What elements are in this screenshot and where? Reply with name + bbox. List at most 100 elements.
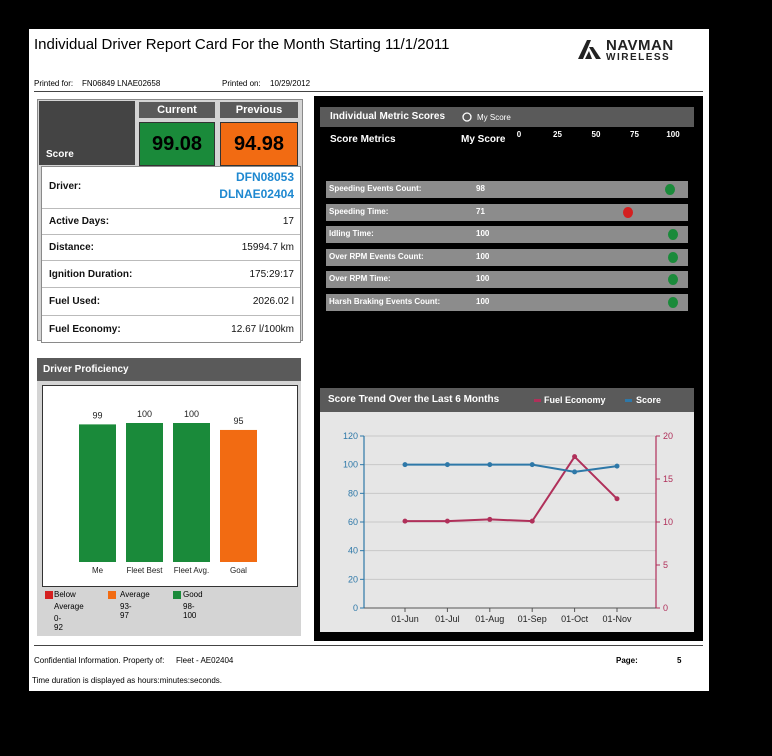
navman-logo-icon: [578, 40, 601, 59]
right-axis-tick-label: 20: [663, 431, 673, 441]
printed-on-value: 10/29/2012: [270, 79, 311, 88]
driver-id-line2: DLNAE02404: [219, 187, 294, 201]
x-axis-tick-label: 01-Aug: [475, 614, 504, 624]
metric-label: Harsh Braking Events Count:: [329, 296, 441, 306]
metric-label: Idling Time:: [329, 229, 374, 238]
bar-data-label: 100: [137, 409, 152, 419]
info-value: 17: [282, 216, 294, 227]
metrics-col-label: Score Metrics: [330, 134, 396, 145]
metric-score-dot: [664, 184, 675, 195]
trend-header: Score Trend Over the Last 6 Months Fuel …: [320, 388, 694, 412]
info-row-distance: Distance: 15994.7 km: [42, 235, 300, 261]
driver-id-line1: DFN08053: [235, 170, 294, 184]
bar-category-label: Fleet Avg.: [174, 566, 209, 575]
fuel-economy-legend-label: Fuel Economy: [544, 395, 606, 405]
metric-scale-tick: 75: [630, 130, 639, 139]
left-axis-tick-label: 100: [343, 460, 358, 470]
info-row-ignition: Ignition Duration: 175:29:17: [42, 261, 300, 288]
printed-for-value: FN06849 LNAE02658: [82, 79, 161, 88]
metric-row: Idling Time: 100: [326, 226, 688, 243]
x-axis-tick-label: 01-Jul: [435, 614, 460, 624]
series-point: [402, 518, 408, 524]
series-point: [614, 496, 620, 502]
proficiency-panel: Driver Proficiency 99 Me 100 Fleet Best 100 F…: [37, 358, 301, 636]
metric-score-dot: [668, 229, 678, 240]
driver-row: Driver: DFN08053 DLNAE02404: [42, 167, 300, 209]
metric-label: Over RPM Events Count:: [329, 251, 424, 261]
bar-data-label: 95: [233, 416, 243, 426]
info-row-fuel-used: Fuel Used: 2026.02 l: [42, 288, 300, 316]
metric-score-dot: [668, 274, 678, 285]
metric-scale-tick: 0: [516, 130, 522, 139]
info-label: Distance:: [49, 242, 95, 253]
bar-fleet-avg-: [173, 423, 210, 562]
series-point: [444, 518, 450, 524]
metric-score-dot: [623, 206, 634, 218]
metric-row: Harsh Braking Events Count: 100: [326, 293, 688, 311]
previous-header: Previous: [220, 102, 298, 118]
left-axis-tick-label: 120: [343, 431, 358, 441]
bar-category-label: Me: [92, 566, 104, 575]
my-score-legend-icon: [462, 112, 472, 122]
series-point: [572, 469, 578, 475]
footer-note: Time duration is displayed as hours:minu…: [32, 676, 223, 685]
trend-chart: 0 20 40 60 80 100 120 0 5 10 15 20 01-Jun 01-Jul 01-Au…: [320, 412, 694, 632]
legend-good-line1: Good: [183, 590, 203, 599]
report-title: Individual Driver Report Card For the Mo…: [34, 36, 450, 53]
info-label: Fuel Used:: [49, 296, 101, 307]
legend-good-line2: 98-100: [183, 602, 197, 620]
bar-fleet-best: [126, 423, 163, 562]
previous-score: 94.98: [220, 122, 298, 166]
navman-logo: NAVMAN WIRELESS: [576, 37, 691, 63]
metric-row: Over RPM Events Count: 100: [326, 248, 688, 266]
metric-score: 71: [476, 206, 485, 216]
left-axis-tick-label: 0: [353, 603, 358, 613]
metric-score: 100: [476, 229, 490, 238]
proficiency-bar-chart: 99 Me 100 Fleet Best 100 Fleet Avg. 95 Goal: [79, 409, 257, 575]
info-value: 15994.7 km: [241, 242, 294, 253]
score-label-box: [39, 101, 135, 165]
metric-score: 100: [476, 251, 490, 261]
series-point: [402, 462, 408, 468]
info-row-active-days: Active Days: 17: [42, 209, 300, 235]
series-point: [572, 454, 578, 460]
info-value: 12.67 l/100km: [231, 324, 294, 335]
metrics-legend-label: My Score: [477, 113, 511, 122]
series-point: [614, 463, 620, 469]
left-axis-tick-label: 80: [348, 488, 358, 498]
x-axis-tick-label: 01-Sep: [518, 614, 547, 624]
legend-below-line1: Below: [54, 590, 76, 599]
trend-line-chart: 0 20 40 60 80 100 120 0 5 10 15 20 01-Jun 01-Jul 01-Au…: [343, 431, 673, 624]
info-row-fuel-economy: Fuel Economy: 12.67 l/100km: [42, 316, 300, 342]
legend-below-line2: Average: [54, 602, 84, 611]
left-axis-tick-label: 20: [348, 574, 358, 584]
printed-on-label: Printed on:: [222, 79, 261, 88]
right-panel: Individual Metric Scores My Score Score …: [314, 96, 703, 641]
metric-score-dot: [668, 251, 678, 263]
metric-score-dot: [668, 296, 678, 308]
metric-scale: 0 25 50 75 100: [314, 130, 703, 142]
legend-below-line3: 0-92: [54, 614, 63, 632]
proficiency-title: Driver Proficiency: [37, 358, 301, 381]
bar-category-label: Goal: [230, 566, 247, 575]
series-point: [487, 462, 493, 468]
series-point: [487, 516, 493, 522]
x-axis-tick-label: 01-Jun: [391, 614, 419, 624]
metric-row: Speeding Events Count: 98: [326, 181, 688, 198]
metric-label: Speeding Events Count:: [329, 184, 422, 193]
current-score: 99.08: [139, 122, 215, 166]
left-axis-tick-label: 60: [348, 517, 358, 527]
metric-label: Speeding Time:: [329, 206, 389, 216]
proficiency-legend: Below Average 0-92 Average 93-97 Good 98…: [45, 590, 295, 634]
score-label: Score: [46, 149, 74, 160]
series-line-fuel-economy: [405, 455, 618, 523]
x-axis-tick-label: 01-Oct: [561, 614, 589, 624]
score-legend-marker: [625, 399, 632, 402]
info-label: Ignition Duration:: [49, 269, 133, 280]
legend-swatch-orange: [108, 591, 116, 599]
info-label: Active Days:: [49, 216, 110, 227]
series-point: [444, 462, 450, 468]
series-line-score: [405, 463, 618, 473]
series-point: [529, 462, 535, 468]
metric-scale-tick: 25: [553, 130, 562, 139]
